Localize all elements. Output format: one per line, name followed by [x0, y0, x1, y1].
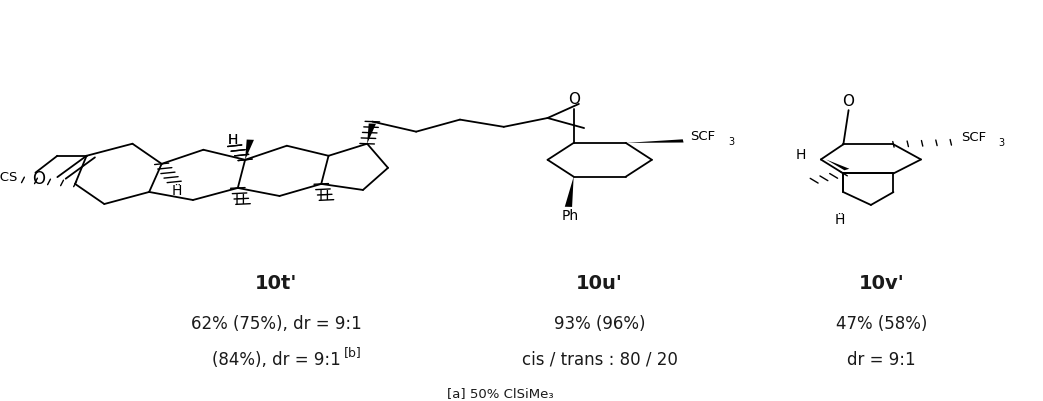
Text: O: O [843, 93, 854, 108]
Text: H: H [318, 189, 329, 203]
Text: O: O [567, 92, 580, 107]
Text: [b]: [b] [344, 345, 362, 358]
Text: 47% (58%): 47% (58%) [835, 314, 927, 332]
Text: H: H [227, 133, 238, 146]
Text: cis / trans : 80 / 20: cis / trans : 80 / 20 [522, 350, 678, 368]
Text: Ph: Ph [562, 209, 579, 222]
Text: dr = 9:1: dr = 9:1 [847, 350, 916, 368]
Text: SCF: SCF [962, 130, 987, 144]
Text: (84%), dr = 9:1: (84%), dr = 9:1 [212, 350, 341, 368]
Text: 3: 3 [999, 137, 1004, 147]
Text: Ḧ: Ḧ [835, 213, 846, 227]
Text: H: H [796, 148, 806, 162]
Text: 93% (96%): 93% (96%) [554, 314, 646, 332]
Text: F₃CS: F₃CS [0, 171, 18, 184]
Text: 10v': 10v' [858, 273, 904, 292]
Text: Ḧ: Ḧ [172, 184, 183, 197]
Text: 10u': 10u' [577, 273, 623, 292]
Text: H: H [235, 193, 245, 207]
Text: 62% (75%), dr = 9:1: 62% (75%), dr = 9:1 [191, 314, 362, 332]
Text: 3: 3 [728, 137, 734, 146]
Text: H: H [227, 133, 238, 146]
Text: [a] 50% ClSiMe₃: [a] 50% ClSiMe₃ [447, 387, 554, 399]
Text: SCF: SCF [690, 130, 715, 143]
Text: O: O [32, 170, 45, 187]
Text: 10t': 10t' [256, 273, 297, 292]
